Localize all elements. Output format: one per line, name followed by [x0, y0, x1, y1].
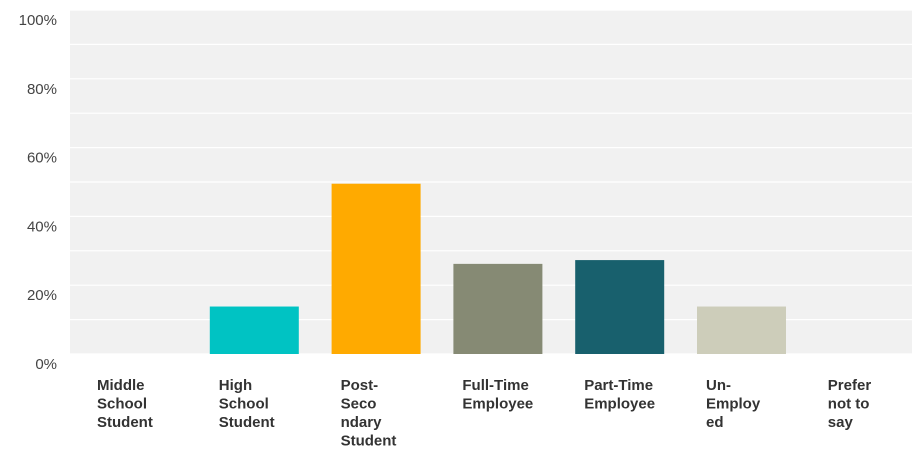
x-tick-label: Part-Time Employee — [584, 377, 655, 413]
bar — [697, 306, 786, 354]
x-tick-label: Post-Seco ndary Student — [341, 377, 397, 450]
x-tick-label: High School Student — [219, 377, 275, 431]
y-axis: 0% 20% 40% 60% 80% 100% — [19, 12, 57, 373]
x-tick-label: Full-Time Employee — [462, 377, 533, 413]
y-tick-label: 20% — [27, 287, 57, 304]
y-tick-label: 0% — [35, 356, 57, 373]
x-tick-label: Prefer not to say — [828, 377, 872, 431]
bar — [209, 306, 299, 354]
y-tick-label: 80% — [27, 81, 57, 98]
bar — [331, 183, 421, 354]
bar — [453, 263, 543, 354]
y-tick-label: 60% — [27, 150, 57, 167]
y-tick-label: 40% — [27, 218, 57, 235]
y-tick-label: 100% — [19, 12, 57, 29]
bar — [575, 260, 665, 354]
x-tick-label: Un-Employ ed — [706, 377, 761, 431]
bars — [209, 183, 786, 354]
x-tick-label: Middle School Student — [97, 377, 153, 431]
x-axis: Middle School Student High School Student Post… — [97, 377, 871, 450]
